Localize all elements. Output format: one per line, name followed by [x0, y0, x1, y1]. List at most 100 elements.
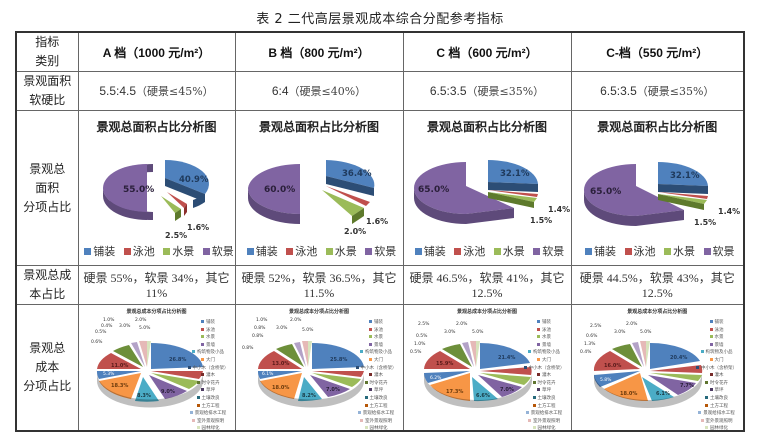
- legend-item: 景观给排水工程: [524, 410, 565, 418]
- legend-item: 构筑物及小品: [524, 349, 565, 357]
- legend-item: 泳池: [524, 327, 565, 335]
- legend-swatch: [286, 248, 294, 255]
- svg-text:18.0%: 18.0%: [272, 385, 289, 391]
- ratio-value: 6.5:3.5: [600, 84, 637, 98]
- chart-title: 景观总面积占比分析图: [597, 119, 718, 134]
- legend-item: 构筑物及小品: [696, 349, 737, 357]
- legend-swatch: [454, 248, 462, 255]
- slice-label: 32.1%: [500, 169, 530, 179]
- legend-item: 铺装: [356, 319, 397, 327]
- pie-graphic: 65.0% 32.1% 1.4% 1.5%: [413, 159, 570, 225]
- svg-text:18.0%: 18.0%: [620, 391, 637, 397]
- row-header-line: 景观面积: [23, 74, 72, 88]
- legend-label: 水景: [334, 244, 357, 258]
- cost-share-b: 硬景 52%，软景 36.5%，其它 11.5%: [234, 265, 404, 305]
- svg-text:0.5%: 0.5%: [95, 329, 107, 335]
- svg-text:8.2%: 8.2%: [302, 393, 316, 399]
- pie-graphic: 65.0% 32.1% 1.4% 1.5%: [583, 161, 740, 227]
- ratio-cell-c-minus: 6.5:3.5（硬景≤35%）: [570, 71, 745, 111]
- cost-share-row: 景观总成 本占比 硬景 55%，软景 34%，其它 11% 硬景 52%，软景 …: [15, 265, 745, 305]
- legend-item: 草坪: [524, 387, 565, 395]
- svg-text:26.8%: 26.8%: [169, 357, 186, 363]
- chart-legend: 铺装 泳池 水景 软景: [404, 243, 571, 259]
- legend-label: 水景: [502, 244, 525, 258]
- legend-item: 大门: [696, 357, 737, 365]
- slice-label: 2.5%: [165, 231, 187, 240]
- svg-text:9.0%: 9.0%: [161, 389, 175, 395]
- slice-label: 1.5%: [530, 216, 552, 225]
- column-header-c: C 档（600 元/m²）: [402, 31, 572, 72]
- row-header-line: 景观总: [29, 341, 66, 355]
- legend-item: 室外景观照明: [356, 418, 397, 426]
- legend-item: 水景: [356, 334, 397, 342]
- legend-swatch: [533, 248, 541, 255]
- legend-swatch: [123, 248, 131, 255]
- svg-text:3.0%: 3.0%: [444, 329, 456, 335]
- pie-graphic: 20.4% 18.0% 16.0% 6.1% 7.7% 5.8% 0.4% 1.…: [580, 321, 702, 408]
- legend-label: 泳池: [295, 244, 318, 258]
- row-header-ratio: 景观面积 软硬比: [15, 71, 79, 111]
- legend-item: 土方工程: [356, 403, 397, 411]
- cost-pie-chart: 景观总成本分项占比分析图: [572, 305, 744, 433]
- ratio-note: （硬景≤45%）: [136, 85, 214, 98]
- slice-label: 32.1%: [670, 171, 700, 181]
- legend-label: 水景: [673, 244, 695, 258]
- svg-text:11.0%: 11.0%: [111, 363, 128, 369]
- slice-label: 36.4%: [342, 169, 372, 179]
- legend-item: 室外景观照明: [524, 418, 565, 426]
- legend-item: 园林绿化: [356, 425, 397, 433]
- row-header-area: 景观总 面积 分项占比: [15, 110, 79, 266]
- cost-share-c-minus: 硬景 44.5%，软景 43%，其它 12.5%: [570, 265, 745, 305]
- slice-label: 65.0%: [590, 187, 621, 197]
- column-header-b: B 档（800 元/m²）: [234, 31, 404, 72]
- header-row: 指标 类别 A 档（1000 元/m²） B 档（800 元/m²） C 档（6…: [15, 31, 745, 72]
- svg-text:17.3%: 17.3%: [446, 389, 463, 395]
- legend-item: 铺装: [188, 319, 229, 327]
- slice-label: 1.4%: [548, 205, 570, 214]
- pie-graphic: 55.0% 40.9% 1.6% 2.5%: [102, 159, 209, 240]
- svg-text:2.0%: 2.0%: [456, 321, 468, 327]
- legend-label: 铺装: [93, 244, 116, 258]
- legend-item: 景墙: [696, 342, 737, 350]
- row-header-cost-breakdown: 景观总 成本 分项占比: [15, 304, 79, 432]
- legend-swatch: [163, 248, 171, 255]
- chart-title: 景观总成本分项占比分析图: [456, 309, 517, 315]
- legend-label: 软景: [211, 244, 234, 258]
- cost-pie-chart: 景观总成本分项占比分析图: [404, 305, 571, 433]
- legend-item: 灌木: [356, 372, 397, 380]
- legend-item: 泳池: [188, 327, 229, 335]
- legend-item: 时令花卉: [696, 380, 737, 388]
- legend-item: 室外景观照明: [188, 418, 229, 426]
- svg-text:6.2%: 6.2%: [430, 375, 442, 381]
- legend-item: 园林绿化: [696, 425, 737, 433]
- area-pie-chart: 景观总面积占比分析图 65.0% 32.1% 1.4% 1.5% 铺装: [404, 112, 571, 265]
- legend-item: 草坪: [356, 387, 397, 395]
- svg-text:1.0%: 1.0%: [256, 317, 268, 323]
- legend-label: 软景: [712, 244, 735, 258]
- row-header-line: 指标: [35, 35, 60, 49]
- ratio-note: （硬景≤35%）: [636, 85, 715, 98]
- chart-legend: 铺装 泳池 水景 景墙 构筑物及小品 大门 中小木（含桥架） 灌木 时令花卉 草…: [355, 319, 397, 433]
- chart-legend: 铺装 泳池 水景 软景: [572, 243, 744, 259]
- chart-title: 景观总面积占比分析图: [258, 119, 379, 134]
- chart-legend: 铺装 泳池 水景 景墙 构筑物及小品 大门 中小木（含桥架） 灌木 时令花卉 草…: [187, 319, 229, 433]
- area-pie-chart: 景观总面积占比分析图 65.0% 32.1% 1.4% 1.5% 铺装: [572, 112, 744, 265]
- legend-label: 铺装: [423, 244, 446, 258]
- legend-item: 土壤改良: [524, 395, 565, 403]
- legend-swatch: [325, 248, 333, 255]
- svg-text:5.8%: 5.8%: [600, 377, 612, 383]
- legend-item: 水景: [696, 334, 737, 342]
- svg-text:1.3%: 1.3%: [584, 341, 596, 347]
- row-header-line: 景观总成: [23, 268, 72, 282]
- legend-item: 泳池: [356, 327, 397, 335]
- legend-item: 园林绿化: [524, 425, 565, 433]
- legend-label: 水景: [172, 244, 195, 258]
- svg-text:0.8%: 0.8%: [254, 325, 266, 331]
- area-chart-row: 景观总 面积 分项占比 景观总面积占比分析图 55.0%: [15, 110, 745, 266]
- svg-text:0.4%: 0.4%: [580, 349, 592, 355]
- ratio-value: 6:4: [271, 84, 289, 98]
- legend-item: 土壤改良: [188, 395, 229, 403]
- chart-title: 景观总成本分项占比分析图: [627, 309, 688, 315]
- legend-item: 构筑物及小品: [188, 349, 229, 357]
- svg-text:7.7%: 7.7%: [680, 383, 694, 389]
